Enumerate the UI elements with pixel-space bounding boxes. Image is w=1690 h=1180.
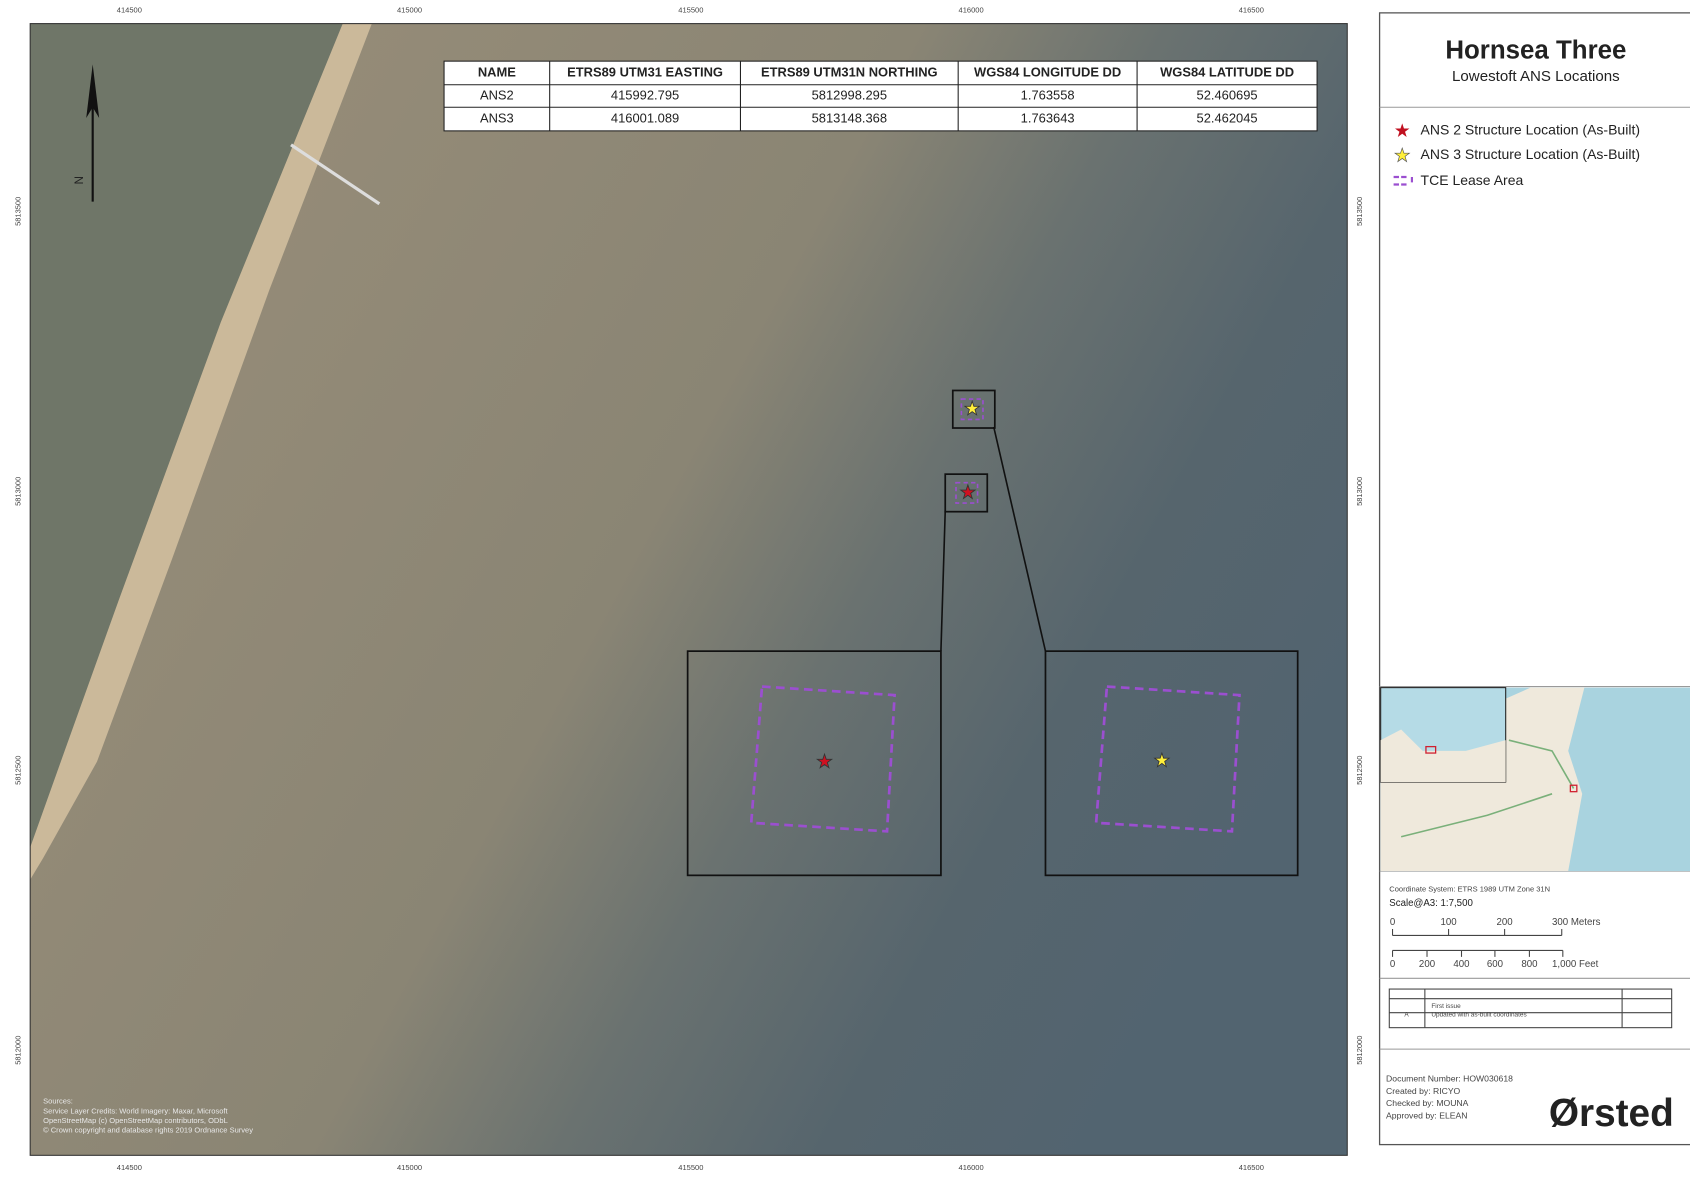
attribution: OpenStreetMap (c) OpenStreetMap contribu… [43, 1116, 228, 1125]
table-cell: 416001.089 [611, 110, 679, 125]
logo: Ørsted [1549, 1092, 1674, 1135]
table-cell: 5812998.295 [812, 87, 887, 102]
y-coordinate-label: 5813000 [13, 477, 22, 506]
x-coordinate-label: 416000 [959, 1163, 984, 1172]
x-coordinate-label: 416000 [959, 6, 984, 15]
x-coordinate-label: 415000 [397, 6, 422, 15]
table-cell: 1.763558 [1021, 87, 1075, 102]
table-cell: 1.763643 [1021, 110, 1075, 125]
document-info: Approved by: ELEAN [1386, 1110, 1467, 1120]
revision-description: Updated with as-built coordinates [1431, 1012, 1526, 1019]
table-header: NAME [478, 64, 516, 79]
scale-label: 300 Meters [1552, 917, 1601, 928]
x-coordinate-label: 415500 [678, 6, 703, 15]
x-coordinate-label: 416500 [1239, 6, 1264, 15]
document-info: Checked by: MOUNA [1386, 1098, 1469, 1108]
coordinate-system: Coordinate System: ETRS 1989 UTM Zone 31… [1389, 884, 1550, 893]
attribution: Sources: [43, 1097, 73, 1106]
y-coordinate-label: 5813000 [1355, 477, 1364, 506]
y-coordinate-label: 5812000 [1355, 1036, 1364, 1065]
north-label: N [72, 176, 86, 185]
legend-label: ANS 3 Structure Location (As-Built) [1421, 146, 1640, 162]
legend-label: TCE Lease Area [1421, 172, 1524, 188]
x-coordinate-label: 415500 [678, 1163, 703, 1172]
table-header: ETRS89 UTM31N NORTHING [761, 64, 938, 79]
table-cell: ANS3 [480, 110, 514, 125]
table-cell: 415992.795 [611, 87, 679, 102]
table-cell: 52.462045 [1197, 110, 1258, 125]
table-background [443, 60, 1318, 132]
scale-label: 0 [1390, 959, 1395, 970]
y-coordinate-label: 5813500 [1355, 197, 1364, 226]
table-cell: 52.460695 [1197, 87, 1258, 102]
scale-label: 200 [1497, 917, 1513, 928]
side-panel: Hornsea Three Lowestoft ANS Locations AN… [1378, 12, 1690, 1146]
scale-label: 600 [1487, 959, 1503, 970]
map: N 414500 414500 415000 415000 415500 415500 41… [13, 6, 1364, 1172]
x-coordinate-label: 415000 [397, 1163, 422, 1172]
attribution: Service Layer Credits: World Imagery: Ma… [43, 1106, 228, 1115]
document-info: Document Number: HOW030618 [1386, 1073, 1513, 1083]
scale-text: Scale@A3: 1:7,500 [1389, 898, 1473, 909]
table-header: ETRS89 UTM31 EASTING [567, 64, 723, 79]
x-coordinate-label: 416500 [1239, 1163, 1264, 1172]
table-header: WGS84 LONGITUDE DD [974, 64, 1121, 79]
document-info: Created by: RICYO [1386, 1086, 1461, 1096]
x-coordinate-label: 414500 [117, 1163, 142, 1172]
attribution: © Crown copyright and database rights 20… [43, 1126, 253, 1135]
revision-table [1388, 988, 1673, 1029]
subtitle: Lowestoft ANS Locations [1452, 68, 1620, 85]
scale-label: 1,000 Feet [1552, 959, 1599, 970]
y-coordinate-label: 5812500 [13, 756, 22, 785]
scale-label: 800 [1521, 959, 1537, 970]
locator-map [1380, 687, 1690, 872]
revision-description: First issue [1431, 1003, 1461, 1010]
title: Hornsea Three [1445, 36, 1626, 64]
scale-label: 200 [1419, 959, 1435, 970]
legend-label: ANS 2 Structure Location (As-Built) [1421, 122, 1640, 138]
y-coordinate-label: 5812500 [1355, 756, 1364, 785]
y-coordinate-label: 5812000 [13, 1036, 22, 1065]
table-header: WGS84 LATITUDE DD [1160, 64, 1294, 79]
x-coordinate-label: 414500 [117, 6, 142, 15]
table-cell: 5813148.368 [812, 110, 887, 125]
scale-label: 400 [1453, 959, 1469, 970]
y-coordinate-label: 5813500 [13, 197, 22, 226]
table-cell: ANS2 [480, 87, 514, 102]
revision-number: A [1404, 1012, 1409, 1019]
scale-label: 0 [1390, 917, 1395, 928]
scale-label: 100 [1440, 917, 1456, 928]
